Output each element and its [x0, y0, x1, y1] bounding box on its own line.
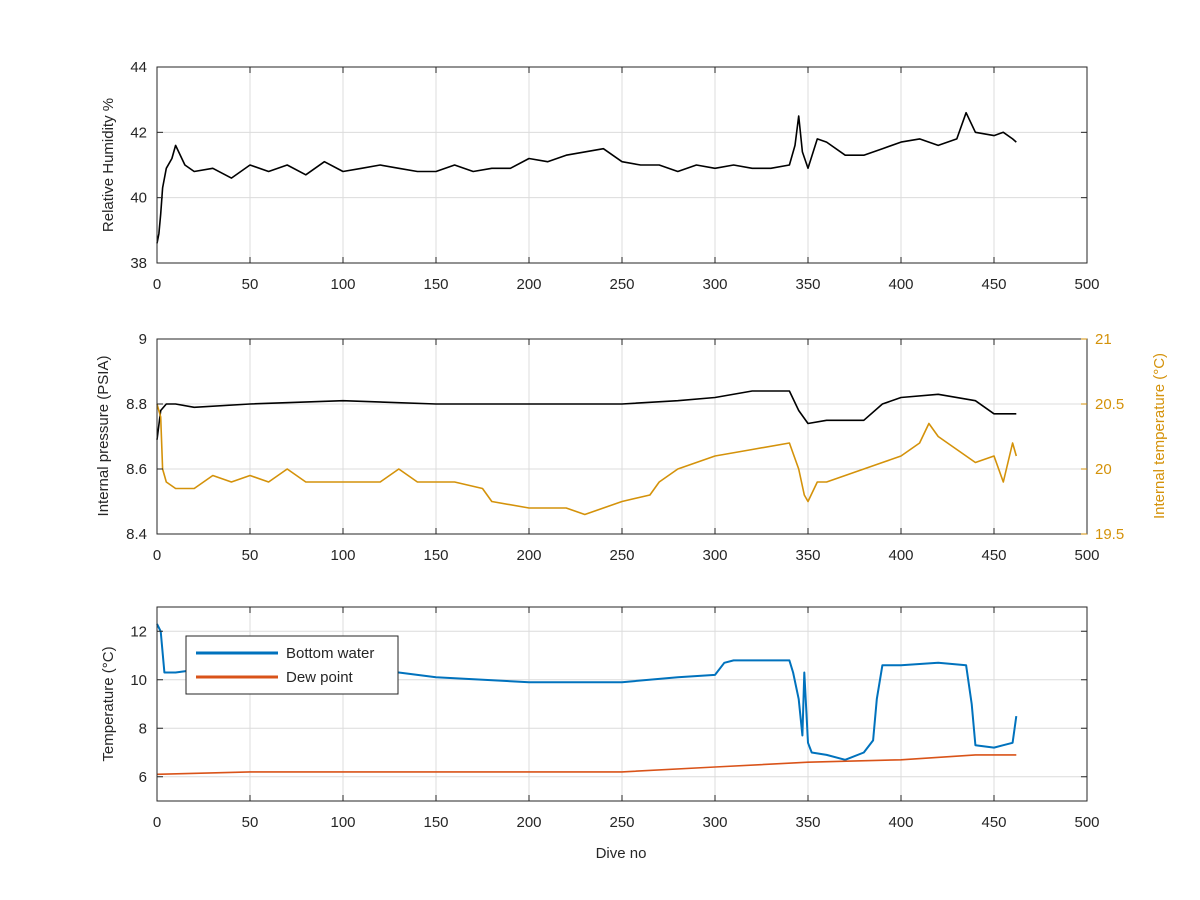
x-tick-label: 250: [609, 276, 634, 293]
y-right-tick-label: 19.5: [1095, 526, 1124, 543]
y-right-tick-label: 20.5: [1095, 396, 1124, 413]
x-tick-label: 0: [153, 276, 161, 293]
legend: Bottom water Dew point: [185, 635, 399, 695]
x-tick-label: 200: [516, 547, 541, 564]
humidity-panel: 0 50 100 150 200 250 300 350 400 450 500 38 40 42 44 R…: [100, 59, 1100, 293]
x-tick-label: 500: [1074, 276, 1099, 293]
y-tick-label: 6: [139, 769, 147, 786]
x-tick-label: 450: [981, 547, 1006, 564]
y-tick-label: 8.4: [126, 526, 147, 543]
x-tick-label: 300: [702, 814, 727, 831]
humidity-series: [156, 111, 1017, 244]
temperature-ticks: 0 50 100 150 200 250 300 350 400 450 500 6 8 10 12: [130, 607, 1100, 831]
pressure-temperature-series: [156, 390, 1018, 516]
series-1-line: [156, 403, 1018, 516]
pressure-y-label: Internal pressure (PSIA): [95, 356, 112, 517]
x-tick-label: 450: [981, 276, 1006, 293]
y-right-tick-label: 21: [1095, 331, 1112, 348]
x-tick-label: 200: [516, 276, 541, 293]
legend-label-dew-point: Dew point: [286, 669, 354, 686]
x-tick-label: 200: [516, 814, 541, 831]
x-tick-label: 150: [423, 814, 448, 831]
x-tick-label: 350: [795, 547, 820, 564]
y-tick-label: 42: [130, 124, 147, 141]
x-tick-label: 500: [1074, 814, 1099, 831]
y-tick-label: 44: [130, 59, 147, 76]
x-tick-label: 100: [330, 547, 355, 564]
pressure-temperature-panel: 0 50 100 150 200 250 300 350 400 450 500 8.4 8.6 8.8 9…: [95, 331, 1168, 564]
x-tick-label: 0: [153, 814, 161, 831]
x-tick-label: 300: [702, 547, 727, 564]
y-tick-label: 38: [130, 255, 147, 272]
temperature-panel: 0 50 100 150 200 250 300 350 400 450 500 6 8 10 12 Tem…: [100, 606, 1100, 862]
x-tick-label: 400: [888, 276, 913, 293]
x-tick-label: 50: [242, 814, 259, 831]
humidity-y-label: Relative Humidity %: [100, 98, 117, 232]
y-tick-label: 12: [130, 623, 147, 640]
series-0-line: [156, 390, 1017, 440]
pressure-ticks: 0 50 100 150 200 250 300 350 400 450 500 8.4 8.6 8.8 9…: [126, 331, 1124, 564]
y-right-tick-label: 20: [1095, 461, 1112, 478]
x-axis-label: Dive no: [596, 845, 647, 862]
humidity-ticks: 0 50 100 150 200 250 300 350 400 450 500 38 40 42 44: [130, 59, 1099, 293]
y-tick-label: 10: [130, 672, 147, 689]
legend-box: [185, 635, 399, 695]
x-tick-label: 350: [795, 276, 820, 293]
x-tick-label: 250: [609, 547, 634, 564]
x-tick-label: 400: [888, 547, 913, 564]
dew-point-line: [156, 754, 1017, 776]
x-tick-label: 450: [981, 814, 1006, 831]
x-tick-label: 150: [423, 547, 448, 564]
x-tick-label: 400: [888, 814, 913, 831]
legend-label-bottom-water: Bottom water: [286, 645, 374, 662]
x-tick-label: 350: [795, 814, 820, 831]
x-tick-label: 300: [702, 276, 727, 293]
y-tick-label: 40: [130, 190, 147, 207]
temperature-y-label: Temperature (°C): [100, 646, 117, 761]
y-tick-label: 8.8: [126, 396, 147, 413]
x-tick-label: 250: [609, 814, 634, 831]
series-0-line: [156, 111, 1017, 244]
temperature-grid: [156, 607, 1088, 801]
internal-temperature-y-label: Internal temperature (°C): [1151, 353, 1168, 519]
x-tick-label: 0: [153, 547, 161, 564]
x-tick-label: 50: [242, 276, 259, 293]
y-tick-label: 8: [139, 720, 147, 737]
y-tick-label: 9: [139, 331, 147, 348]
y-tick-label: 8.6: [126, 461, 147, 478]
x-tick-label: 50: [242, 547, 259, 564]
x-tick-label: 150: [423, 276, 448, 293]
x-tick-label: 100: [330, 814, 355, 831]
x-tick-label: 100: [330, 276, 355, 293]
x-tick-label: 500: [1074, 547, 1099, 564]
